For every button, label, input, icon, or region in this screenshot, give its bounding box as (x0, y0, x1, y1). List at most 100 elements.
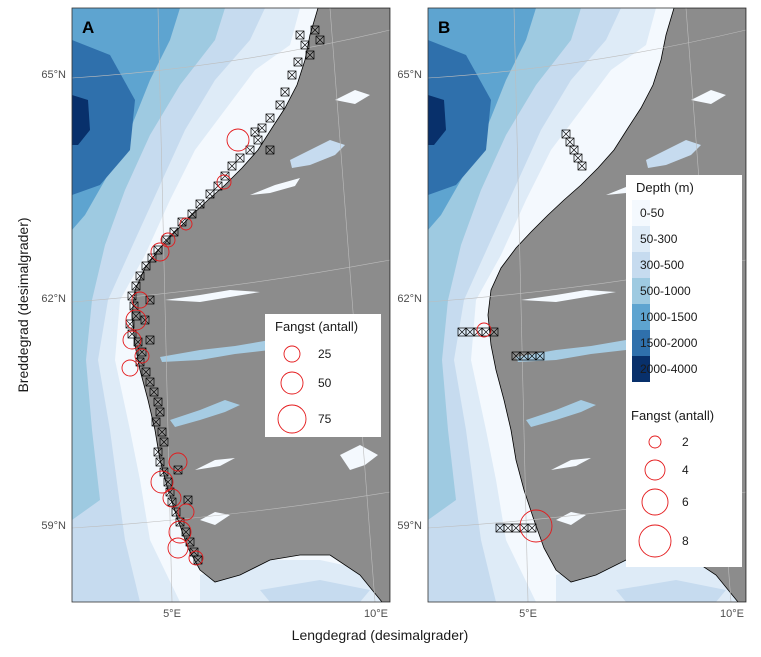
depth-legend: Depth (m) 0-50 50-300 300-500 500-1000 1000-… (626, 175, 742, 567)
station-marker-cross (189, 547, 199, 557)
depth-swatch (632, 304, 650, 330)
station-marker-cross (187, 209, 197, 219)
legend-circle-b-8 (638, 524, 672, 558)
station-marker-cross (280, 87, 290, 97)
station-marker-cross (169, 227, 179, 237)
catch-circle (177, 503, 195, 521)
catch-legend-a: Fangst (antall) 25 50 75 (265, 314, 381, 437)
fjord-trondheim (290, 140, 345, 168)
stations-a (125, 25, 325, 565)
station-marker-cross (250, 127, 260, 137)
station-marker (489, 327, 499, 337)
y-tick-59: 59°N (41, 520, 66, 532)
y-tick-62-b: 62°N (397, 293, 422, 305)
station-marker-cross (195, 199, 205, 209)
legend-title-catch-a: Fangst (antall) (275, 319, 358, 334)
station-marker (315, 35, 325, 45)
station-marker-cross (305, 50, 315, 60)
station-marker (153, 245, 163, 255)
station-marker (577, 161, 587, 171)
station-marker-cross (147, 253, 157, 263)
station-marker (151, 417, 161, 427)
legend-circle-a-25 (283, 345, 301, 363)
station-marker-cross (310, 25, 320, 35)
station-marker-cross (153, 245, 163, 255)
catch-circle (121, 359, 139, 377)
station-marker-cross (177, 217, 187, 227)
depth-swatch (632, 278, 650, 304)
station-marker-cross (569, 145, 579, 155)
depth-swatch (632, 226, 650, 252)
station-marker-cross (131, 311, 141, 321)
depth-1500-2000 (72, 40, 135, 195)
station-marker-cross (511, 351, 521, 361)
legend-circle-b-6 (641, 488, 669, 516)
station-marker-cross (183, 495, 193, 505)
station-marker (145, 295, 155, 305)
station-marker-cross (173, 465, 183, 475)
catch-circle (160, 232, 176, 248)
station-marker (155, 457, 165, 467)
y-tick-59-b: 59°N (397, 520, 422, 532)
station-marker-cross (145, 335, 155, 345)
x-tick-5-b: 5°E (519, 608, 537, 620)
station-marker-cross (293, 57, 303, 67)
station-marker-cross (495, 523, 505, 533)
depth-2000-4000 (72, 95, 90, 145)
depth-1500-2000-b (428, 40, 491, 195)
station-marker-cross (155, 407, 165, 417)
legend-label-a-25: 25 (318, 347, 332, 361)
station-marker (127, 329, 137, 339)
catch-circle (167, 537, 189, 559)
station-marker (181, 527, 191, 537)
station-marker (145, 335, 155, 345)
catch-circle (125, 309, 147, 331)
panel-letter-b: B (438, 18, 450, 37)
fjord-white-a4 (335, 90, 370, 104)
x-tick-5: 5°E (163, 608, 181, 620)
station-marker (141, 261, 151, 271)
station-marker-cross (287, 70, 297, 80)
station-marker-cross (125, 319, 135, 329)
stations-b (457, 129, 587, 533)
station-marker-cross (135, 271, 145, 281)
station-marker-cross (519, 351, 529, 361)
depth-label: 1500-2000 (640, 336, 698, 350)
catch-circle (216, 174, 232, 190)
legend-circle-b-4 (644, 459, 666, 481)
station-marker-cross (473, 327, 483, 337)
station-marker-cross (153, 397, 163, 407)
station-marker-cross (181, 527, 191, 537)
legend-label-a-50: 50 (318, 376, 332, 390)
station-marker (155, 407, 165, 417)
fjord-white-b5 (556, 512, 586, 525)
station-marker (293, 57, 303, 67)
station-marker-cross (527, 351, 537, 361)
y-tick-65: 65°N (41, 69, 66, 81)
station-marker-cross (149, 387, 159, 397)
station-marker (177, 217, 187, 227)
station-marker-cross (253, 135, 263, 145)
station-marker (187, 209, 197, 219)
station-marker-cross (245, 145, 255, 155)
station-marker (131, 311, 141, 321)
depth-label: 1000-1500 (640, 310, 698, 324)
station-marker (235, 153, 245, 163)
station-marker-cross (141, 367, 151, 377)
catch-circle (162, 488, 182, 508)
station-marker (135, 271, 145, 281)
depth-swatch (632, 200, 650, 226)
fjord-white-b3 (551, 458, 591, 470)
station-marker-cross (145, 377, 155, 387)
catch-circle (131, 291, 149, 309)
catch-circle (150, 470, 174, 494)
depth-legend-swatches: 0-50 50-300 300-500 500-1000 1000-1500 1500-2… (632, 200, 698, 382)
station-marker (527, 523, 537, 533)
station-marker (193, 555, 203, 565)
station-marker (205, 189, 215, 199)
station-marker (535, 351, 545, 361)
station-marker (141, 367, 151, 377)
station-marker-cross (153, 447, 163, 457)
station-marker-cross (205, 189, 215, 199)
